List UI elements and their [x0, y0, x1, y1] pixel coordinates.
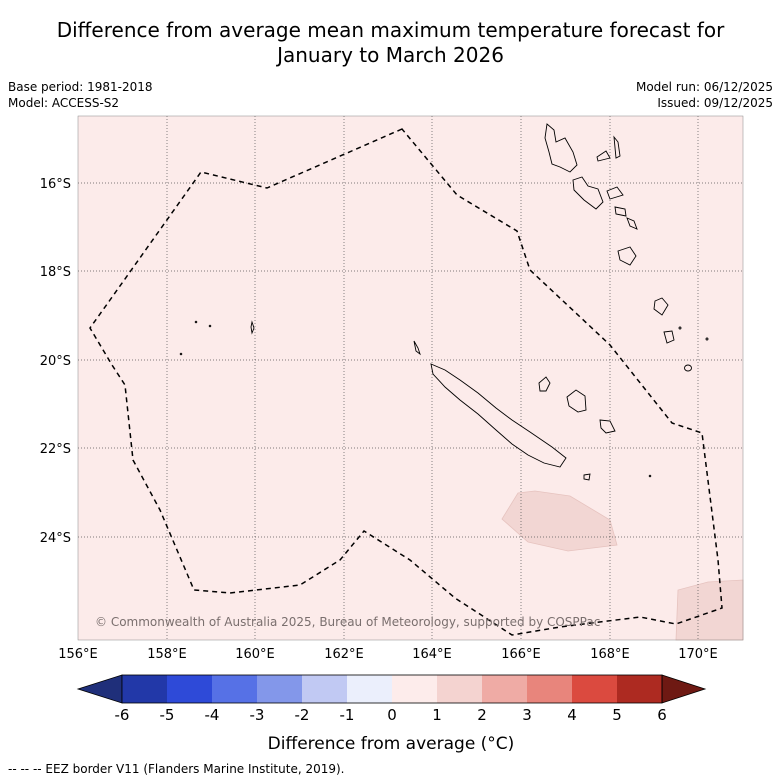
- island-espiritu-santo: [544, 123, 578, 173]
- eez-legend-note: -- -- -- EEZ border V11 (Flanders Marine…: [8, 762, 345, 776]
- island-epi: [606, 186, 624, 200]
- lon-tick: 156°E: [58, 647, 98, 662]
- reef: [678, 326, 682, 330]
- lat-tick: 22°S: [40, 442, 71, 457]
- colorbar-outline: [121, 674, 663, 704]
- island-malakula: [572, 176, 604, 210]
- colorbar-tick: -5: [160, 706, 175, 724]
- island-chesterfield: [250, 320, 255, 335]
- reef: [648, 474, 652, 478]
- colorbar-tick: -4: [205, 706, 220, 724]
- lon-tick: 168°E: [590, 647, 630, 662]
- graticule: [78, 116, 743, 640]
- title-line-2: January to March 2026: [277, 43, 504, 67]
- colorbar-tick-labels: -6 -5 -4 -3 -2 -1 0 1 2 3 4 5 6: [115, 706, 667, 724]
- island: [626, 217, 638, 230]
- colorbar-tick: 0: [387, 706, 397, 724]
- lat-tick: 18°S: [40, 265, 71, 280]
- warm-anomaly-patch: [675, 579, 744, 641]
- island-efate: [617, 246, 637, 266]
- colorbar-tick: 5: [612, 706, 622, 724]
- copyright-notice: © Commonwealth of Australia 2025, Bureau…: [95, 615, 600, 629]
- island-mare: [599, 419, 616, 434]
- island-erromango: [653, 297, 669, 316]
- colorbar: [76, 674, 707, 704]
- metadata-left: Base period: 1981-2018 Model: ACCESS-S2: [8, 79, 153, 111]
- lon-tick: 170°E: [678, 647, 718, 662]
- colorbar-segment: [392, 675, 437, 703]
- model-run: Model run: 06/12/2025: [635, 80, 773, 94]
- colorbar-tick: 6: [657, 706, 667, 724]
- colorbar-extend-low: [76, 674, 123, 704]
- reef: [179, 352, 183, 356]
- base-period: Base period: 1981-2018: [8, 80, 153, 94]
- issued-date: Issued: 09/12/2025: [657, 96, 773, 110]
- colorbar-label: Difference from average (°C): [268, 734, 515, 754]
- latitude-labels: 16°S 18°S 20°S 22°S 24°S: [40, 177, 71, 546]
- lat-tick: 24°S: [40, 531, 71, 546]
- eez-border: [89, 128, 723, 636]
- colorbar-segment: [167, 675, 212, 703]
- colorbar-segment: [617, 675, 662, 703]
- colorbar-tick: 1: [432, 706, 442, 724]
- colorbar-tick: 4: [567, 706, 577, 724]
- reef: [194, 320, 198, 324]
- map-area: [78, 116, 743, 640]
- lon-tick: 164°E: [412, 647, 452, 662]
- lon-tick: 166°E: [501, 647, 541, 662]
- island: [614, 206, 627, 217]
- reef: [705, 337, 709, 341]
- colorbar-tick: 3: [522, 706, 532, 724]
- lon-tick: 158°E: [147, 647, 187, 662]
- island-tanna: [663, 330, 675, 344]
- longitude-labels: 156°E 158°E 160°E 162°E 164°E 166°E 168°…: [58, 647, 718, 662]
- model-name: Model: ACCESS-S2: [8, 96, 120, 110]
- island-belep: [413, 340, 421, 356]
- colorbar-segment: [347, 675, 392, 703]
- lon-tick: 160°E: [235, 647, 275, 662]
- colorbar-segment: [212, 675, 257, 703]
- colorbar-extend-high: [661, 674, 707, 704]
- island-ouvea: [538, 376, 551, 392]
- lat-tick: 16°S: [40, 177, 71, 192]
- metadata-right: Model run: 06/12/2025 Issued: 09/12/2025: [636, 79, 773, 111]
- island-grande-terre: [430, 363, 567, 468]
- island-aneityum: [684, 364, 692, 372]
- lon-tick: 162°E: [324, 647, 364, 662]
- colorbar-segment: [482, 675, 527, 703]
- title-line-1: Difference from average mean maximum tem…: [56, 18, 725, 42]
- map-frame: [77, 115, 744, 641]
- colorbar-tick: -3: [250, 706, 265, 724]
- colorbar-segment: [302, 675, 347, 703]
- island-isle-of-pines: [583, 473, 591, 481]
- colorbar-tick: -6: [115, 706, 130, 724]
- coastlines: [179, 123, 709, 481]
- colorbar-segment: [437, 675, 482, 703]
- island-maewo: [613, 135, 621, 159]
- colorbar-segment: [527, 675, 572, 703]
- lat-tick: 20°S: [40, 354, 71, 369]
- island-lifou: [566, 389, 587, 413]
- island: [596, 150, 611, 162]
- colorbar-segment: [257, 675, 302, 703]
- warm-anomaly-patch: [501, 490, 618, 552]
- colorbar-segment: [122, 675, 167, 703]
- map-title: Difference from average mean maximum tem…: [0, 18, 781, 68]
- colorbar-segment: [572, 675, 617, 703]
- colorbar-tick: -2: [295, 706, 310, 724]
- colorbar-tick: 2: [477, 706, 487, 724]
- colorbar-tick: -1: [340, 706, 355, 724]
- reef: [208, 324, 212, 328]
